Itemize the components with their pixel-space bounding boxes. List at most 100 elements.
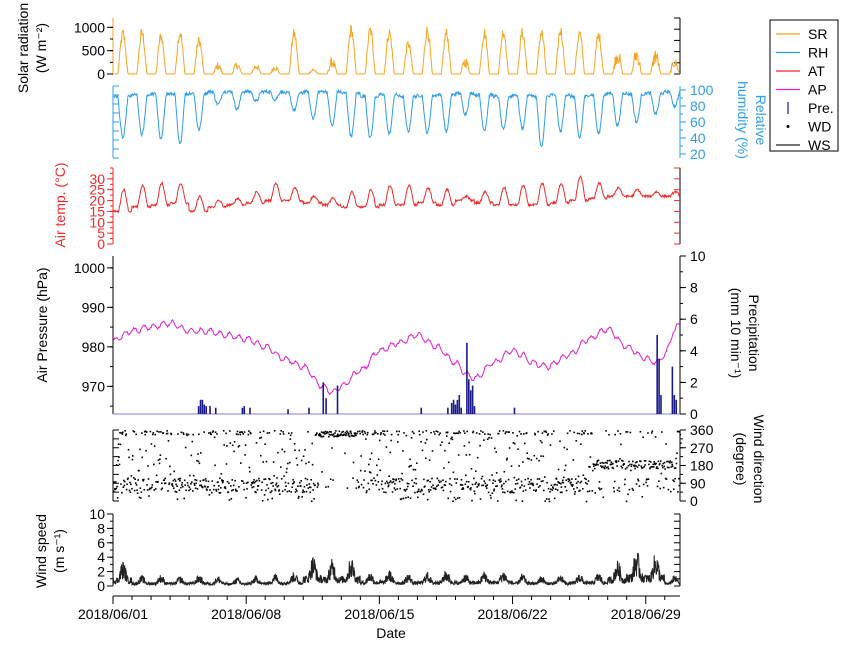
wind-direction-point [443, 467, 445, 469]
wind-direction-point [593, 467, 596, 470]
wind-direction-point [656, 485, 659, 488]
wind-direction-point [222, 430, 225, 432]
wind-direction-point [195, 479, 198, 482]
wind-direction-point [294, 449, 296, 451]
wind-direction-point [390, 439, 392, 442]
wind-direction-point [400, 477, 402, 480]
wind-direction-point [253, 481, 256, 484]
wind-direction-point [214, 431, 217, 433]
wind-direction-point [141, 456, 144, 459]
wind-direction-point [559, 491, 562, 494]
wind-direction-point [410, 437, 413, 439]
wind-direction-point [515, 499, 517, 502]
wind-direction-point [537, 430, 539, 433]
wind-direction-point [207, 480, 210, 483]
wind-direction-point [404, 488, 406, 491]
ws-axis-title-line: Wind speed [33, 514, 49, 588]
x-axis-label: Date [376, 625, 406, 641]
wind-direction-point [270, 490, 273, 492]
wind-direction-point [624, 478, 626, 481]
wind-direction-point [481, 475, 484, 478]
wind-direction-point [453, 432, 455, 434]
wind-direction-point [518, 465, 520, 467]
wind-direction-point [261, 481, 263, 484]
wind-direction-point [558, 482, 561, 484]
wind-direction-point [516, 482, 519, 485]
wind-direction-point [484, 482, 487, 484]
wind-direction-point [555, 478, 558, 480]
wind-direction-point [650, 461, 652, 463]
wind-direction-point [412, 485, 414, 487]
wind-direction-point [277, 451, 279, 454]
pre-axis-title-line: Precipitation [746, 294, 762, 371]
wind-direction-point [437, 484, 439, 486]
y-tick-label: 100 [690, 82, 714, 98]
wind-direction-point [411, 430, 414, 433]
wind-direction-point [182, 485, 184, 488]
wind-direction-point [604, 461, 607, 464]
wind-direction-point [522, 490, 525, 492]
wind-direction-point [399, 487, 401, 490]
wind-direction-point [425, 457, 427, 460]
wind-direction-point [153, 489, 155, 491]
wind-direction-point [163, 479, 165, 481]
wind-direction-point [626, 466, 628, 469]
wind-direction-point [399, 498, 402, 501]
wind-direction-point [165, 457, 167, 460]
legend-item: RH [776, 45, 828, 61]
wind-direction-point [176, 485, 178, 487]
wind-direction-point [474, 492, 476, 495]
wind-direction-point [521, 500, 524, 502]
wind-direction-point [653, 461, 655, 463]
wind-direction-point [115, 464, 118, 466]
wind-direction-point [262, 461, 264, 463]
wind-direction-point [114, 488, 116, 491]
wind-direction-point [615, 460, 617, 462]
wind-direction-point [200, 484, 203, 486]
wind-direction-point [570, 484, 573, 486]
wind-direction-point [372, 433, 375, 436]
wind-direction-point [651, 466, 654, 468]
wind-direction-point [422, 493, 425, 496]
wind-direction-point [238, 486, 240, 488]
wind-direction-point [266, 484, 268, 486]
wind-direction-point [154, 433, 156, 436]
wind-direction-point [130, 483, 132, 486]
wind-direction-point [193, 484, 196, 486]
wind-direction-point [132, 430, 135, 432]
wind-direction-point [140, 491, 143, 493]
wind-direction-point [572, 484, 574, 486]
wind-direction-point [439, 432, 441, 434]
wind-direction-point [381, 480, 383, 483]
wind-direction-point [149, 430, 152, 433]
wind-direction-point [318, 434, 321, 437]
wind-direction-point [230, 485, 232, 487]
wind-direction-point [473, 490, 476, 492]
wind-direction-point [669, 460, 672, 462]
wind-direction-point [339, 434, 341, 436]
wind-direction-point [665, 478, 668, 480]
y-tick-label: 25 [89, 182, 105, 198]
wind-direction-point [378, 488, 380, 491]
wind-direction-point [602, 465, 604, 468]
wind-direction-point [665, 443, 667, 445]
y-tick-label: 4 [97, 549, 105, 565]
wind-direction-point [311, 463, 314, 466]
wind-direction-point [452, 500, 454, 502]
wind-direction-point [512, 442, 515, 444]
wind-direction-point [211, 491, 213, 494]
wind-direction-point [375, 484, 378, 486]
wind-direction-point [583, 477, 586, 480]
wind-direction-point [195, 482, 197, 485]
wind-direction-point [369, 471, 372, 474]
wind-direction-point [357, 430, 359, 433]
wind-direction-point [431, 450, 434, 452]
wind-direction-point [364, 470, 366, 472]
wind-direction-point [438, 481, 441, 484]
wind-direction-point [395, 479, 397, 482]
wind-direction-point [648, 463, 650, 466]
wind-direction-point [267, 487, 270, 490]
wind-direction-point [152, 432, 155, 434]
wind-direction-point [434, 433, 436, 435]
wind-direction-point [380, 483, 383, 486]
